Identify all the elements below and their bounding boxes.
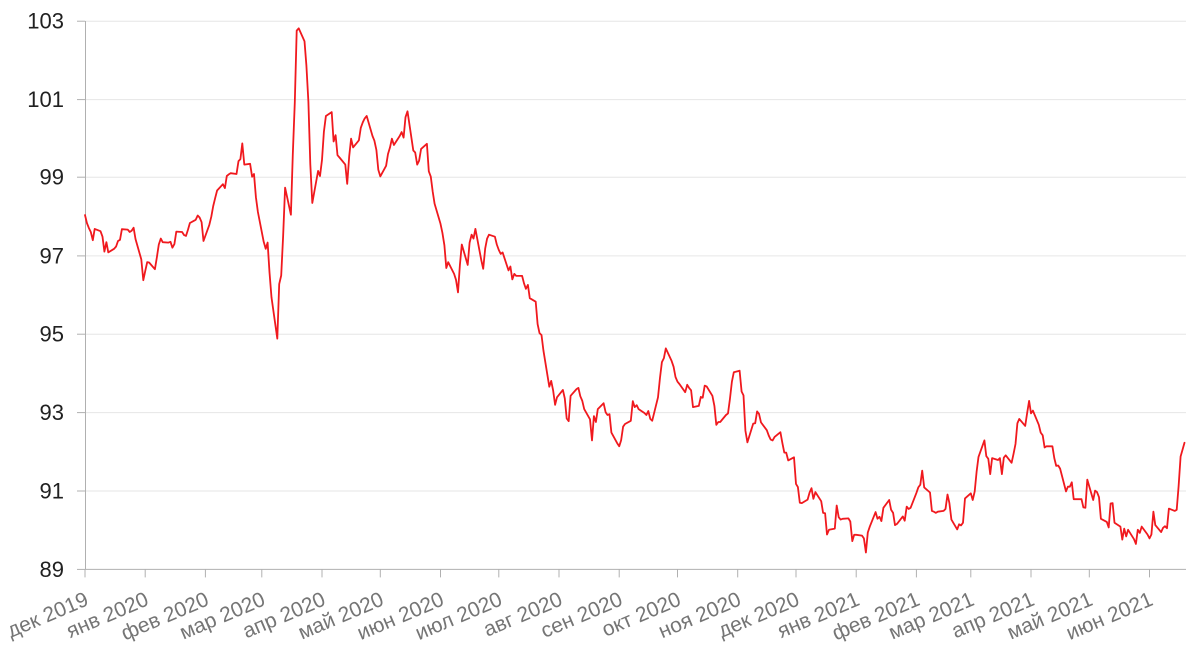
svg-text:91: 91 xyxy=(40,479,64,504)
svg-text:89: 89 xyxy=(40,557,64,582)
svg-text:103: 103 xyxy=(27,9,64,34)
svg-text:99: 99 xyxy=(40,165,64,190)
svg-text:97: 97 xyxy=(40,243,64,268)
svg-text:101: 101 xyxy=(27,87,64,112)
svg-text:93: 93 xyxy=(40,400,64,425)
svg-text:95: 95 xyxy=(40,322,64,347)
